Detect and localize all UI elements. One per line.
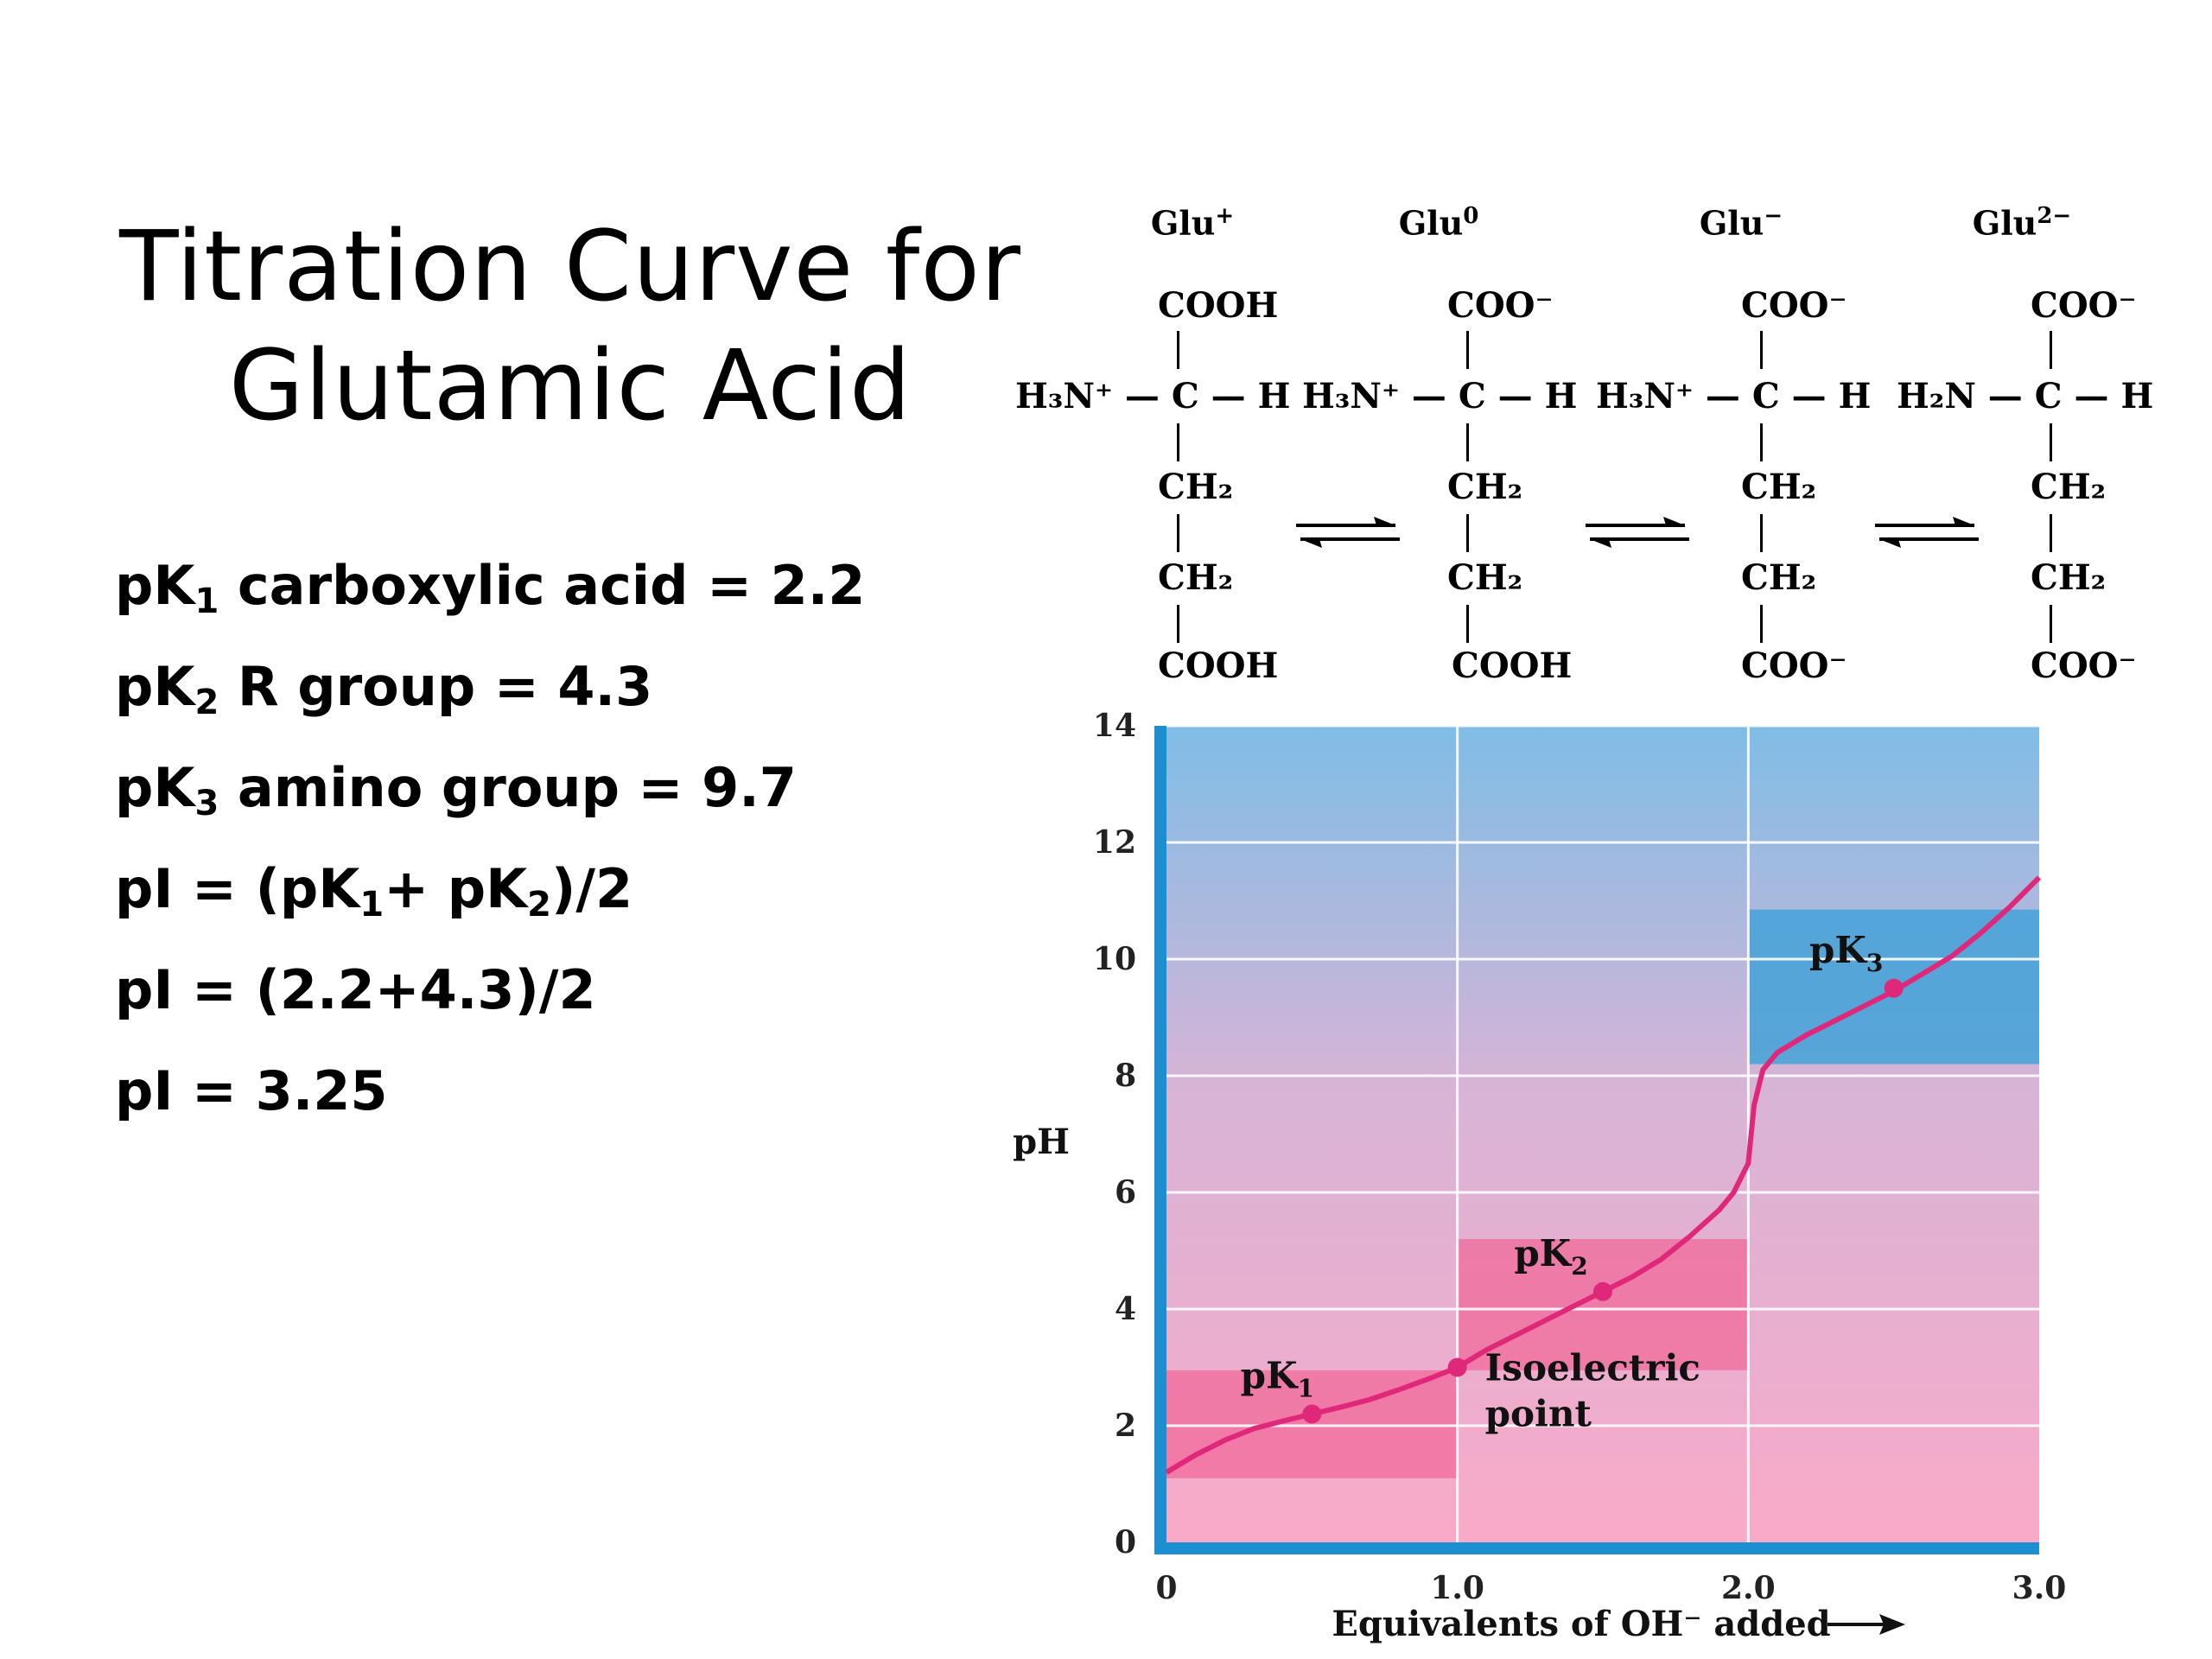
bond-line [1760,514,1763,552]
bond-line [2050,331,2052,369]
species-ch2: CH₂ [1741,557,1817,598]
pk-point [1447,1357,1467,1377]
bond-line [1760,331,1763,369]
species-ch2: CH₂ [1741,467,1817,507]
species-amine: H₃N⁺ — C — H [1302,376,1578,416]
fact-pi-result: pI = 3.25 [115,1059,388,1122]
y-tick-label: 10 [1093,941,1136,977]
x-tick-label: 3.0 [2012,1570,2067,1606]
fact-pk1: pK1 carboxylic acid = 2.2 [115,554,866,621]
fact-pk3: pK3 amino group = 9.7 [115,756,797,823]
pk-point-label: pK3 [1809,929,1883,977]
bond-line [1466,605,1469,643]
slide-title: Titration Curve for Glutamic Acid [112,207,1028,446]
bond-line [2050,423,2052,461]
x-tick-label: 2.0 [1721,1570,1776,1606]
species-ch2: CH₂ [2031,557,2107,598]
species-ch2: CH₂ [2031,467,2107,507]
equilibrium-arrows-icon [1586,517,1689,548]
titration-curve-series [1165,875,2042,1475]
y-tick-label: 2 [1115,1408,1136,1444]
species-glu-minus: Glu− COO⁻ H₃N⁺ — C — H CH₂ CH₂ COO⁻ [1577,203,1871,713]
axes [1154,726,2039,1554]
tick-labels: 0 2 4 6 8 10 12 14 0 1.0 2.0 3.0 [1093,708,2066,1606]
species-top-group: COO⁻ [1741,285,1847,326]
pk-facts-list: pK1 carboxylic acid = 2.2 pK2 R group = … [115,553,865,1160]
bond-line [1760,423,1763,461]
fact-pk2: pK2 R group = 4.3 [115,655,653,722]
y-tick-label: 4 [1115,1291,1136,1327]
species-side-end: COOH [1158,645,1279,686]
glutamate-species-diagram: Glu+ COOH H₃N⁺ — C — H CH₂ CH₂ COOH Glu0… [994,203,2153,713]
x-tick-label: 0 [1155,1570,1177,1606]
bond-line [1177,514,1179,552]
species-top-group: COO⁻ [2031,285,2137,326]
isoelectric-label-line2: point [1485,1393,1592,1435]
species-top-group: COO⁻ [1447,285,1554,326]
pk-point-label: pK2 [1514,1232,1587,1281]
species-side-end: COO⁻ [1741,645,1847,686]
y-axis-title: pH [1013,1122,1070,1162]
x-axis-line [1154,1542,2039,1554]
bond-line [1760,605,1763,643]
species-amine: H₃N⁺ — C — H [1015,376,1291,416]
bond-line [1466,423,1469,461]
species-caption: Glu+ [1150,203,1235,243]
species-ch2: CH₂ [1447,467,1523,507]
species-ch2: CH₂ [1158,557,1234,598]
equilibrium-arrows-icon [1875,517,1979,548]
pk-point [1593,1281,1612,1301]
species-caption: Glu0 [1398,203,1479,243]
pk-points: pK1 pK2 pK3 [1241,929,1904,1424]
bond-line [1466,331,1469,369]
y-tick-label: 6 [1115,1174,1136,1211]
fact-pi-substituted: pI = (2.2+4.3)/2 [115,958,596,1021]
buffer-band-2 [1457,1239,1749,1370]
y-tick-label: 8 [1115,1058,1136,1094]
pk-point [1884,978,1904,998]
species-ch2: CH₂ [1158,467,1234,507]
species-glu-zero: Glu0 COO⁻ H₃N⁺ — C — H CH₂ CH₂ COOH [1283,203,1577,713]
y-tick-label: 0 [1115,1524,1136,1560]
species-glu-plus: Glu+ COOH H₃N⁺ — C — H CH₂ CH₂ COOH [994,203,1290,713]
equilibrium-arrows-icon [1296,517,1400,548]
x-tick-label: 1.0 [1430,1570,1484,1606]
gridlines [1166,724,2039,1542]
y-tick-label: 14 [1093,708,1136,744]
species-side-end: COOH [1452,645,1573,686]
y-tick-label: 12 [1093,824,1136,861]
fact-pi-formula: pI = (pK1+ pK2)/2 [115,857,633,925]
bond-line [1177,423,1179,461]
x-axis-arrow-icon [1827,1614,1905,1635]
species-top-group: COOH [1158,285,1279,326]
bond-line [1466,514,1469,552]
title-line-1: Titration Curve for [119,211,1021,323]
species-ch2: CH₂ [1447,557,1523,598]
pk-point-label: pK1 [1241,1355,1314,1403]
y-axis-line [1154,726,1166,1554]
species-side-end: COO⁻ [2031,645,2137,686]
species-caption: Glu− [1699,203,1783,243]
bond-line [1177,605,1179,643]
title-line-2: Glutamic Acid [228,330,912,442]
species-amine: H₂N — C — H [1897,376,2154,416]
bond-line [2050,514,2052,552]
bond-line [1177,331,1179,369]
bond-line [2050,605,2052,643]
pk-point [1302,1404,1322,1424]
species-amine: H₃N⁺ — C — H [1596,376,1872,416]
isoelectric-label-line1: Isoelectric [1485,1347,1700,1389]
species-glu-2minus: Glu2− COO⁻ H₂N — C — H CH₂ CH₂ COO⁻ [1866,203,2153,713]
species-caption: Glu2− [1972,203,2072,243]
x-axis-title: Equivalents of OH⁻ added [1332,1604,1830,1644]
